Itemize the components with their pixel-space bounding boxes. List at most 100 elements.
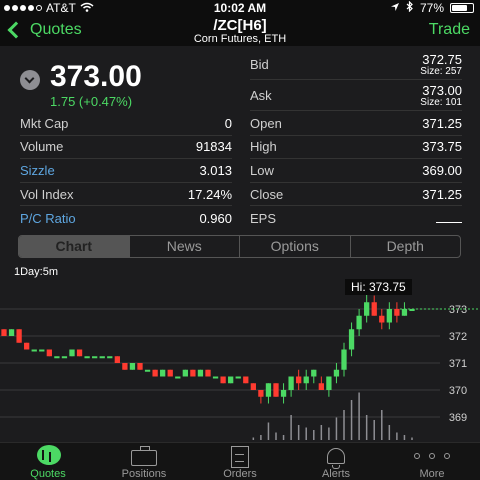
stats-left: Mkt Cap 0 Volume 91834 Sizzle 3.013 Vol … (20, 112, 232, 230)
tab-label: Quotes (30, 468, 66, 480)
candle-body (371, 302, 377, 316)
candle-body (84, 356, 90, 359)
battery-percent: 77% (419, 1, 444, 15)
orders-icon (231, 446, 249, 468)
status-right: 77% (390, 0, 474, 15)
bid-row: Bid 372.75 Size: 257 (250, 49, 462, 80)
tab-more[interactable]: More (384, 443, 480, 480)
tab-quotes[interactable]: Quotes (0, 443, 96, 480)
last-price: 373.00 (50, 60, 142, 93)
stat-label: Low (250, 162, 274, 178)
stat-value: 369.00 (422, 162, 462, 178)
y-tick-label: 370 (449, 385, 467, 397)
volume-bar (350, 400, 353, 440)
stat-label: Mkt Cap (20, 115, 69, 131)
sizzle-link[interactable]: Sizzle (20, 162, 55, 178)
expand-toggle[interactable] (20, 70, 40, 90)
candle-body (16, 329, 22, 343)
candle-body (39, 349, 45, 352)
tab-orders[interactable]: Orders (192, 443, 288, 480)
candle-body (212, 376, 219, 379)
candle-body (394, 309, 400, 316)
y-tick-label: 372 (449, 331, 467, 343)
volume-bar (267, 422, 270, 440)
segment-chart[interactable]: Chart (19, 236, 130, 257)
tab-label: More (419, 468, 445, 480)
stat-value: 371.25 (422, 115, 462, 131)
stat-row-close: Close 371.25 (250, 183, 462, 207)
candle-body (122, 363, 128, 370)
candle-body (175, 376, 181, 379)
candle-body (258, 390, 264, 397)
pc-ratio-link[interactable]: P/C Ratio (20, 210, 76, 226)
candle-body (76, 349, 83, 357)
high-label: Hi: 373.75 (345, 279, 412, 295)
stat-value: 0.960 (199, 210, 232, 226)
price-block: 373.00 1.75 (+0.47%) (20, 58, 240, 113)
candle-body (137, 363, 143, 370)
candle-body (197, 369, 204, 377)
ask-label: Ask (250, 88, 272, 103)
volume-bar (388, 425, 391, 440)
candle-body (220, 376, 226, 384)
more-icon (414, 453, 450, 473)
candle-body (386, 309, 392, 323)
volume-bar (297, 425, 300, 440)
ask-row: Ask 373.00 Size: 101 (250, 80, 462, 111)
bid-label: Bid (250, 57, 269, 72)
stat-row-volume: Volume 91834 (20, 136, 232, 160)
timeframe-label[interactable]: 1Day:5m (14, 266, 59, 278)
tab-label: Alerts (321, 468, 351, 480)
segment-news[interactable]: News (130, 236, 240, 257)
volume-bar (252, 437, 255, 440)
segment-options[interactable]: Options (240, 236, 351, 257)
price-chart[interactable]: 373 372 371 370 369 1Day:5m Hi: 373.75 (0, 262, 480, 442)
carrier-group: AT&T (4, 1, 94, 15)
tab-bar: Quotes Positions Orders Alerts More (0, 442, 480, 480)
volume-bar (290, 415, 292, 440)
trade-button[interactable]: Trade (428, 21, 470, 38)
tab-alerts[interactable]: Alerts (288, 443, 384, 480)
location-icon (390, 1, 400, 15)
volume-bar (328, 427, 330, 440)
candle-body (364, 302, 370, 316)
volume-bar (403, 435, 406, 440)
candle-body (326, 376, 332, 390)
status-time: 10:02 AM (213, 1, 267, 15)
segment-depth[interactable]: Depth (386, 238, 424, 254)
stat-row-vol-index: Vol Index 17.24% (20, 183, 232, 207)
volume-bar (305, 427, 307, 440)
chevron-down-icon (24, 73, 35, 84)
alerts-icon (327, 448, 345, 469)
stat-value: 371.25 (422, 186, 462, 202)
volume-bar (365, 415, 368, 440)
candle-body (190, 369, 196, 377)
candle-body (265, 383, 272, 397)
candle-body (152, 369, 158, 377)
stat-label: Close (250, 186, 284, 202)
volume-bar (373, 420, 375, 440)
candle-body (280, 390, 287, 397)
candle-body (182, 369, 188, 377)
stat-label: High (250, 139, 277, 155)
stat-row-open: Open 371.25 (250, 112, 462, 136)
volume-bar (260, 435, 262, 440)
back-label: Quotes (30, 21, 82, 38)
candle-body (409, 309, 415, 311)
segmented-control: Chart News Options Depth (18, 235, 461, 258)
candle-body (243, 376, 249, 384)
candle-body (99, 356, 105, 359)
stat-value: 0 (224, 115, 232, 131)
stat-value: 17.24% (187, 186, 232, 202)
volume-bar (381, 410, 383, 440)
candle-body (205, 369, 211, 377)
stat-label: Volume (20, 139, 64, 155)
candle-body (318, 383, 324, 390)
back-button[interactable]: Quotes (7, 21, 82, 39)
candle-body (235, 376, 241, 379)
tab-positions[interactable]: Positions (96, 443, 192, 480)
candle-body (92, 356, 98, 359)
tab-label: Orders (223, 468, 257, 480)
stat-row-eps: EPS (250, 206, 462, 230)
tab-label: Positions (121, 468, 167, 480)
